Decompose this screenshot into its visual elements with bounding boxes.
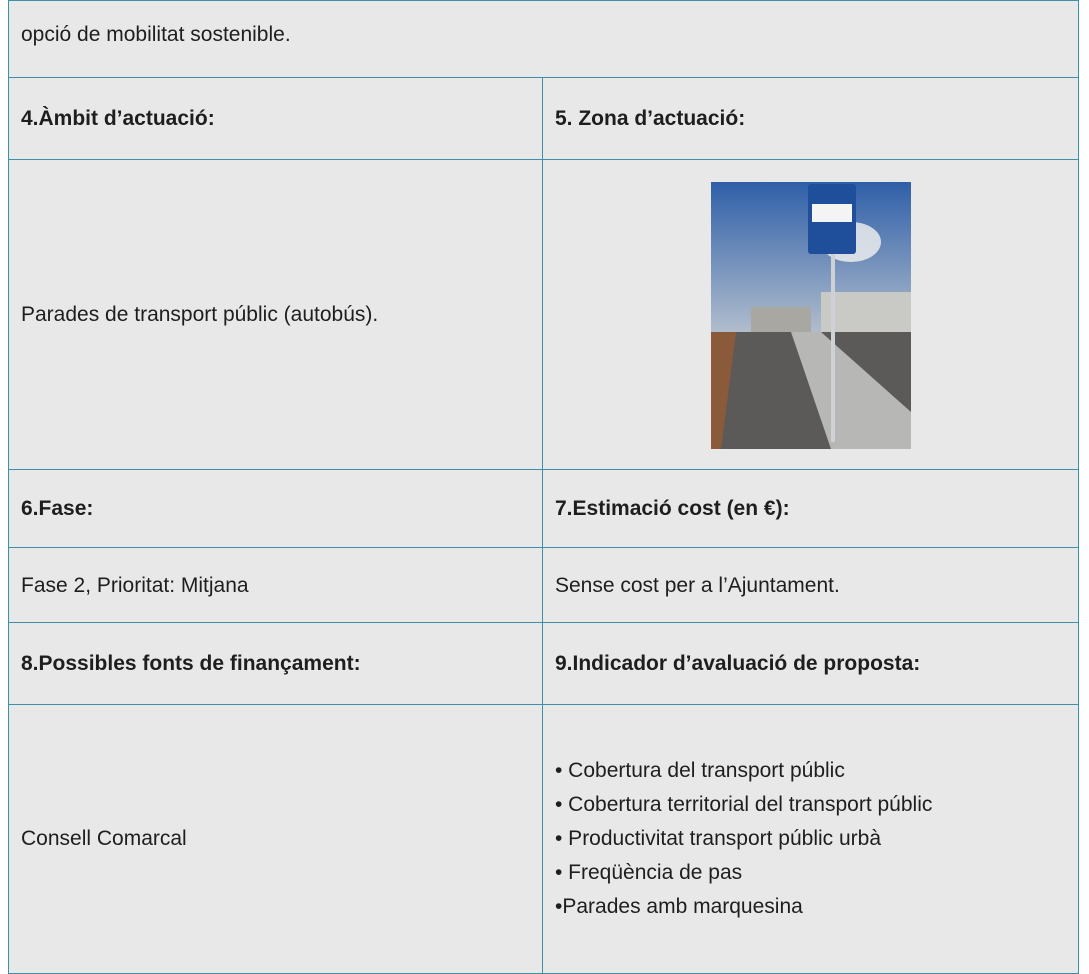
header-cell: 6.Fase: bbox=[8, 469, 544, 549]
intro-text: opció de mobilitat sostenible. bbox=[21, 23, 291, 46]
cell: Sense cost per a l’Ajuntament. bbox=[542, 547, 1079, 624]
header: 6.Fase: bbox=[21, 497, 94, 520]
header-cell: 4.Àmbit d’actuació: bbox=[8, 77, 544, 161]
list-item: • Cobertura territorial del transport pú… bbox=[555, 793, 933, 816]
bus-stop-photo bbox=[710, 181, 911, 449]
cell-text: Fase 2, Prioritat: Mitjana bbox=[21, 573, 249, 597]
list-item: • Cobertura del transport públic bbox=[555, 759, 845, 782]
indicator-list: • Cobertura del transport públic • Cober… bbox=[555, 759, 932, 919]
header: 8.Possibles fonts de finançament: bbox=[21, 652, 361, 675]
cell-text: Consell Comarcal bbox=[21, 827, 187, 850]
header-cell: 5. Zona d’actuació: bbox=[542, 77, 1079, 161]
header-cell: 9.Indicador d’avaluació de proposta: bbox=[542, 622, 1079, 706]
cell: Parades de transport públic (autobús). bbox=[8, 159, 544, 471]
cell: Fase 2, Prioritat: Mitjana bbox=[8, 547, 544, 624]
list-item: • Productivitat transport públic urbà bbox=[555, 827, 882, 850]
header: 7.Estimació cost (en €): bbox=[555, 497, 790, 520]
list-cell: • Cobertura del transport públic • Cober… bbox=[542, 704, 1079, 974]
list-item: •Parades amb marquesina bbox=[555, 895, 803, 918]
header-cell: 8.Possibles fonts de finançament: bbox=[8, 622, 544, 706]
header: 4.Àmbit d’actuació: bbox=[21, 107, 215, 130]
header: 5. Zona d’actuació: bbox=[555, 107, 746, 130]
intro-cell: opció de mobilitat sostenible. bbox=[8, 0, 1079, 78]
cell: Consell Comarcal bbox=[8, 704, 544, 974]
image-cell bbox=[542, 159, 1079, 471]
header: 9.Indicador d’avaluació de proposta: bbox=[555, 652, 921, 675]
cell-text: Parades de transport públic (autobús). bbox=[21, 303, 379, 326]
cell-text: Sense cost per a l’Ajuntament. bbox=[555, 573, 840, 597]
header-cell: 7.Estimació cost (en €): bbox=[542, 469, 1079, 549]
list-item: • Freqüència de pas bbox=[555, 861, 743, 884]
